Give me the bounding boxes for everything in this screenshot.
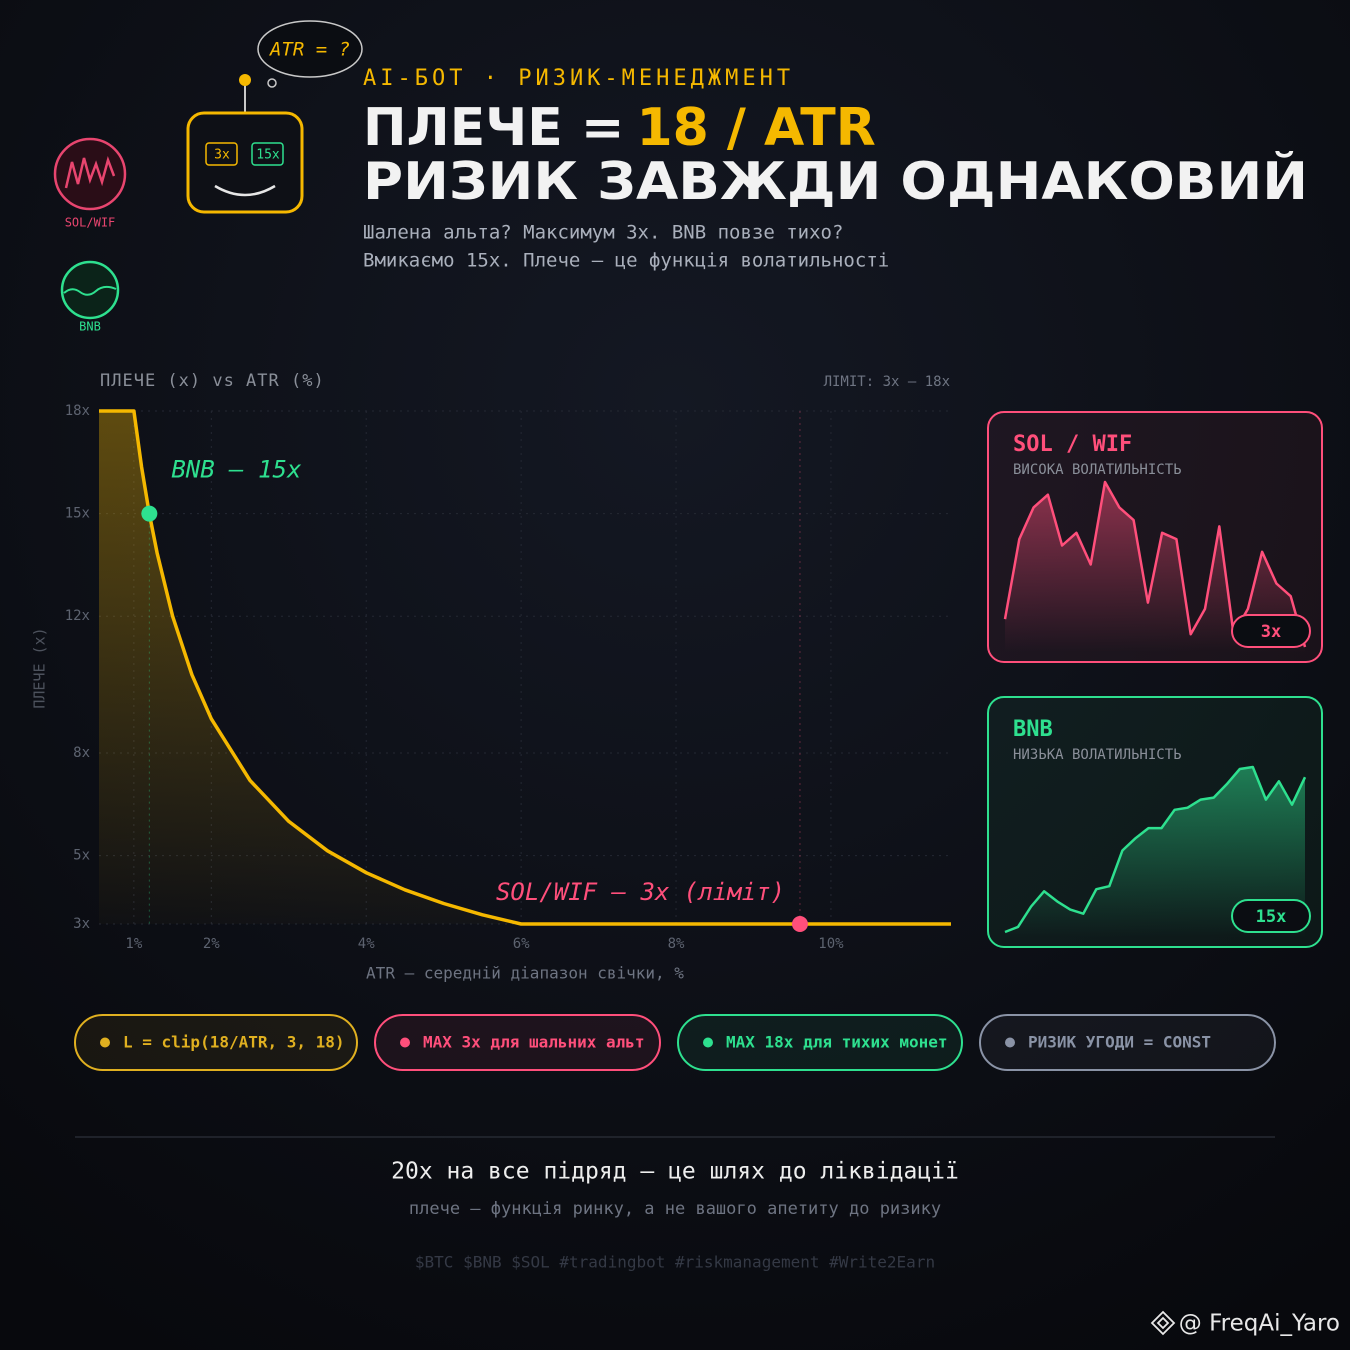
badge-text: 15x [1256, 907, 1287, 927]
pill [374, 1014, 661, 1071]
chart-title: ПЛЕЧЕ (x) vs ATR (%) [100, 371, 325, 391]
icon-label: SOL/WIF [65, 216, 116, 230]
title-line2: РИЗИК ЗАВЖДИ ОДНАКОВИЙ [363, 151, 1308, 212]
area-fill [99, 411, 951, 924]
pill-dot [703, 1037, 713, 1048]
footer-headline: 20x на все підряд — це шлях до ліквідаці… [391, 1159, 959, 1185]
y-tick-label: 8x [73, 745, 90, 761]
y-tick-label: 5x [73, 848, 90, 864]
thought-text: ATR = ? [269, 39, 350, 61]
x-axis-label: ATR — середній діапазон свічки, % [366, 964, 684, 983]
title-start: ПЛЕЧЕ = [363, 98, 624, 158]
kicker: AI-БОТ · РИЗИК-МЕНЕДЖМЕНТ [363, 66, 794, 91]
robot-eye [251, 142, 284, 166]
pill-dot [400, 1037, 410, 1048]
robot-mouth [214, 184, 276, 197]
card-title: BNB [1013, 717, 1053, 742]
subtitle: Шалена альта? Максимум 3x. BNB повзе тих… [363, 222, 843, 244]
pill-dot [100, 1037, 110, 1048]
icon-zigzag [64, 155, 116, 189]
pill [74, 1014, 358, 1071]
pill-text: MAX 18x для тихих монет [726, 1033, 948, 1052]
watermark: @ FreqAi_Yaro [1179, 1311, 1340, 1337]
point [791, 916, 808, 932]
icon-wave [63, 285, 117, 296]
x-tick-label: 4% [358, 936, 375, 952]
x-tick-label: 8% [668, 936, 685, 952]
point-label: BNB — 15x [171, 456, 302, 484]
y-tick-label: 18x [65, 403, 90, 419]
pill-text: L = clip(18/ATR, 3, 18) [123, 1033, 345, 1052]
robot-eye-text: 15x [256, 148, 280, 163]
sparkline [1003, 480, 1307, 648]
title-accent: 18 / ATR [636, 98, 875, 158]
badge [1231, 614, 1311, 648]
title-line1: ПЛЕЧЕ = 18 / ATR [363, 98, 876, 158]
card-subtitle: НИЗЬКА ВОЛАТИЛЬНІСТЬ [1013, 747, 1182, 763]
robot-head [186, 111, 304, 214]
pill [979, 1014, 1276, 1071]
bubble-dot [267, 78, 277, 88]
sparkline [1004, 765, 1307, 934]
icon-ring [53, 137, 127, 211]
point-label: SOL/WIF — 3x (ліміт) [496, 878, 785, 906]
chart-note: ЛІМІТ: 3x — 18x [824, 374, 950, 390]
x-tick-label: 6% [513, 936, 530, 952]
pill-text: MAX 3x для шальних альт [423, 1033, 645, 1052]
icon-ring [60, 260, 120, 320]
antenna-tip [239, 74, 251, 86]
subtitle: Вмикаємо 15x. Плече — це функція волатил… [363, 250, 889, 272]
x-tick-label: 2% [203, 936, 220, 952]
card-subtitle: ВИСОКА ВОЛАТИЛЬНІСТЬ [1013, 462, 1182, 478]
badge-text: 3x [1261, 622, 1281, 642]
icon-label: BNB [79, 320, 101, 334]
robot: ATR = ? 3x 15x [186, 20, 363, 214]
sparkline-fill [1005, 767, 1305, 937]
point [141, 505, 158, 522]
robot-eye-text: 3x [214, 148, 230, 163]
y-tick-label: 12x [65, 608, 90, 624]
y-tick-label: 3x [73, 916, 90, 932]
pill-text: РИЗИК УГОДИ = CONST [1028, 1033, 1211, 1052]
hashtags: $BTC $BNB $SOL #tradingbot #riskmanageme… [415, 1253, 935, 1272]
y-tick-label: 15x [65, 506, 90, 522]
y-axis-label: ПЛЕЧЕ (x) [31, 627, 49, 708]
x-tick-label: 1% [125, 936, 142, 952]
watermark-icon [1150, 1310, 1176, 1336]
pill [677, 1014, 963, 1071]
x-tick-label: 10% [818, 936, 844, 952]
footer-subline: плече — функція ринку, а не вашого апети… [409, 1199, 941, 1219]
card-title: SOL / WIF [1013, 432, 1132, 457]
pill-dot [1005, 1037, 1015, 1048]
badge [1231, 899, 1311, 933]
robot-eye [205, 142, 238, 166]
thought-bubble [257, 20, 363, 78]
